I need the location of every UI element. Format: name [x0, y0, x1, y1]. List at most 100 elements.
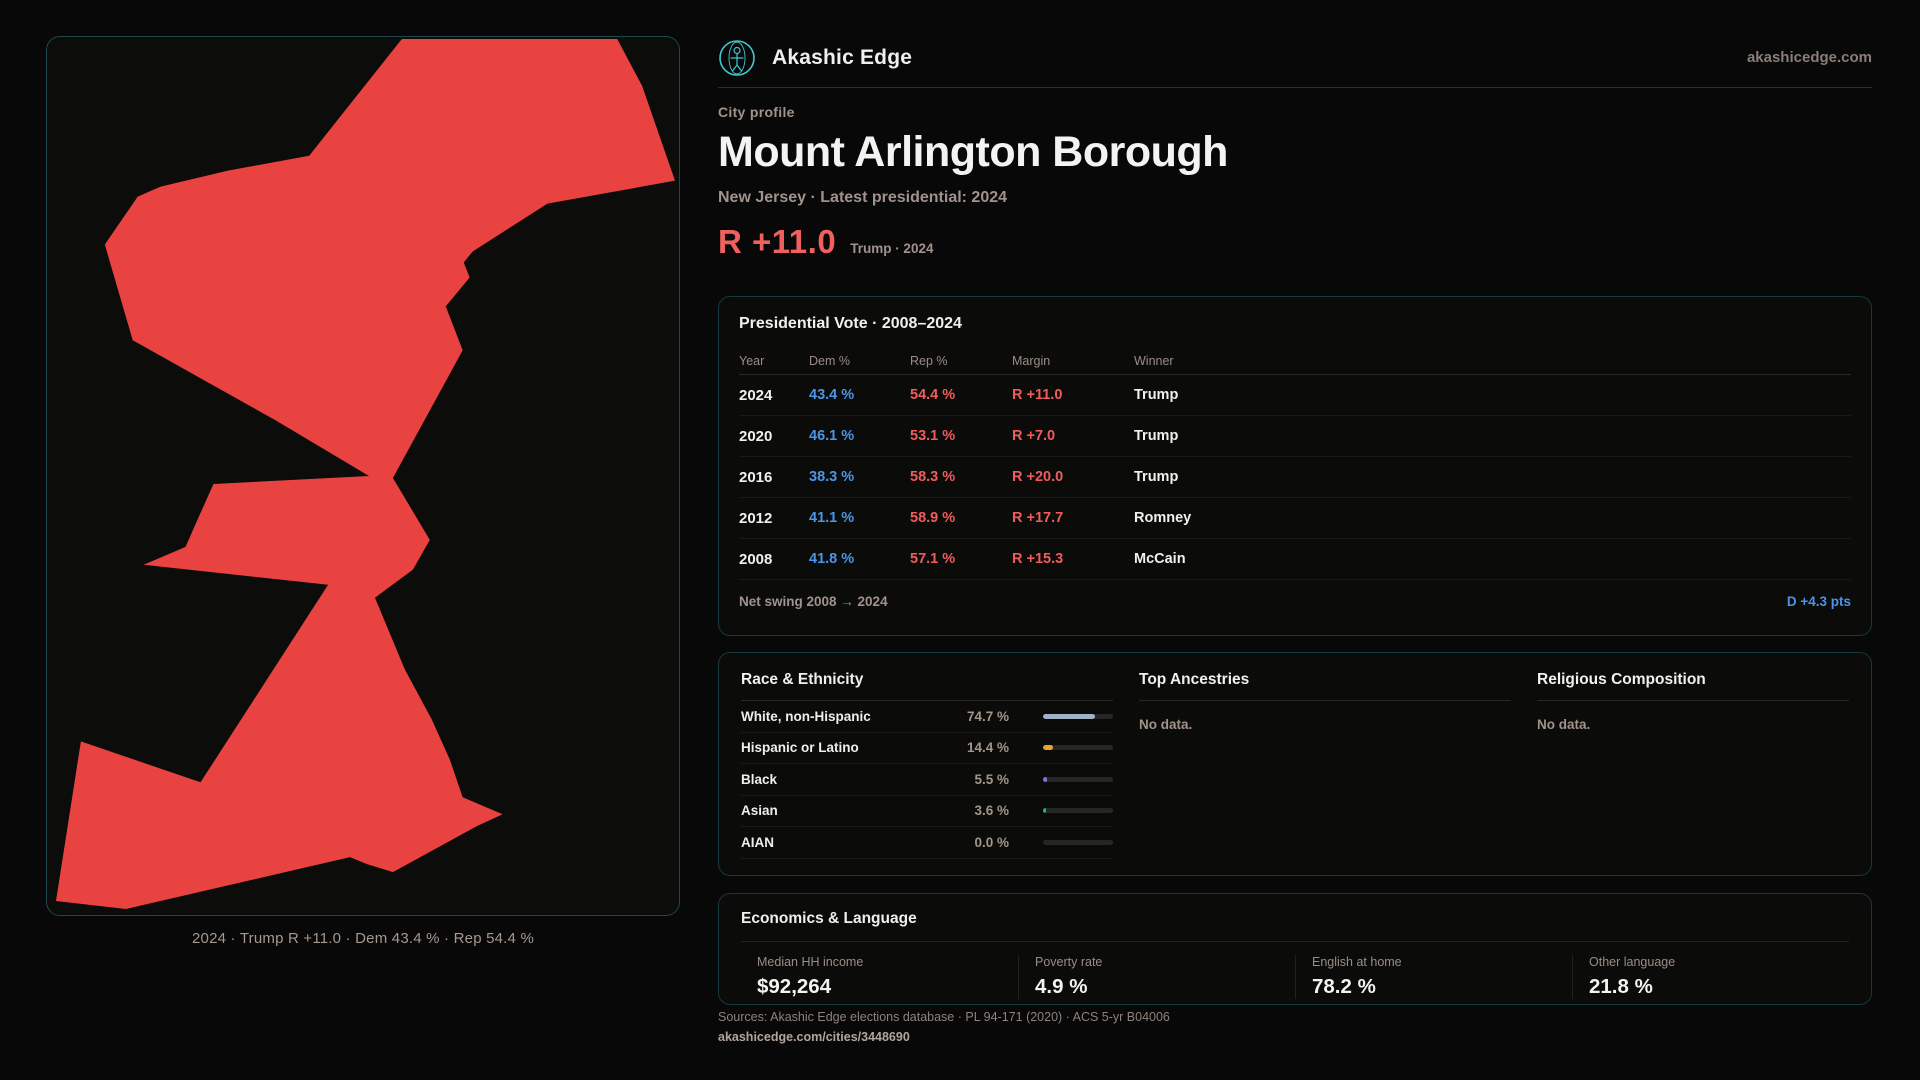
page-title: Mount Arlington Borough [718, 128, 1228, 176]
col-year: Year [739, 354, 765, 368]
race-bar [1043, 776, 1113, 782]
list-item: Black 5.5 % [741, 764, 1113, 796]
cell-year: 2024 [739, 386, 773, 404]
cell-dem: 41.8 % [809, 551, 855, 567]
race-value: 5.5 % [974, 771, 1009, 787]
race-label: White, non-Hispanic [741, 708, 871, 724]
cell-year: 2008 [739, 550, 773, 568]
presidential-vote-card: Presidential Vote · 2008–2024 Year Dem %… [718, 296, 1872, 636]
cell-winner: Romney [1134, 510, 1192, 526]
stat-poverty-rate: Poverty rate 4.9 % [1018, 955, 1295, 999]
religion-empty-state: No data. [1537, 717, 1591, 732]
vote-card-title: Presidential Vote · 2008–2024 [739, 315, 962, 332]
table-row: 2020 46.1 % 53.1 % R +7.0 Trump [739, 416, 1851, 457]
stat-label: Poverty rate [1035, 955, 1103, 969]
stat-other-language: Other language 21.8 % [1572, 955, 1849, 999]
cell-margin: R +20.0 [1012, 469, 1064, 485]
table-row: 2024 43.4 % 54.4 % R +11.0 Trump [739, 375, 1851, 416]
cell-margin: R +11.0 [1012, 387, 1063, 403]
stat-value: 4.9 % [1035, 975, 1088, 998]
brand-logo-icon [719, 39, 755, 76]
race-bar [1043, 745, 1113, 751]
list-item: White, non-Hispanic 74.7 % [741, 701, 1113, 733]
city-subtitle: New Jersey · Latest presidential: 2024 [718, 189, 1008, 206]
divider [741, 941, 1849, 942]
cell-year: 2016 [739, 468, 773, 486]
cell-year: 2020 [739, 427, 773, 445]
race-section-title: Race & Ethnicity [741, 671, 1113, 701]
ancestries-section: Top Ancestries No data. [1139, 671, 1511, 859]
ancestries-empty-state: No data. [1139, 717, 1193, 732]
cell-rep: 57.1 % [910, 551, 956, 567]
race-bar-fill [1043, 745, 1054, 751]
race-value: 74.7 % [966, 708, 1009, 724]
partisan-lean-value: R +11.0 [718, 223, 837, 260]
cell-winner: Trump [1134, 387, 1179, 403]
cell-rep: 54.4 % [910, 387, 956, 403]
race-bar [1043, 808, 1113, 814]
demographics-card: Race & Ethnicity White, non-Hispanic 74.… [718, 652, 1872, 876]
stat-label: Other language [1589, 955, 1676, 969]
stat-english-at-home: English at home 78.2 % [1295, 955, 1572, 999]
net-swing-label: Net swing 2008 → 2024 [739, 594, 888, 609]
race-bar [1043, 839, 1113, 845]
race-label: Black [741, 771, 778, 787]
permalink[interactable]: akashicedge.com/cities/3448690 [718, 1030, 910, 1044]
col-dem: Dem % [809, 354, 850, 368]
race-ethnicity-section: Race & Ethnicity White, non-Hispanic 74.… [741, 671, 1113, 859]
cell-rep: 58.9 % [910, 510, 956, 526]
cell-dem: 38.3 % [809, 469, 855, 485]
app-header: Akashic Edge akashicedge.com [718, 28, 1872, 88]
list-item: Asian 3.6 % [741, 796, 1113, 827]
lean-row: R +11.0 Trump · 2024 [718, 223, 1872, 261]
economics-title: Economics & Language [741, 910, 917, 927]
map-caption: 2024 · Trump R +11.0 · Dem 43.4 % · Rep … [192, 930, 534, 947]
stat-label: Median HH income [757, 955, 864, 969]
race-value: 3.6 % [974, 803, 1009, 819]
kicker-label: City profile [718, 104, 795, 120]
race-bar-fill [1043, 808, 1046, 814]
race-value: 0.0 % [974, 834, 1009, 850]
race-value: 14.4 % [966, 740, 1009, 756]
cell-margin: R +17.7 [1012, 510, 1064, 526]
table-row: 2008 41.8 % 57.1 % R +15.3 McCain [739, 539, 1851, 580]
cell-winner: Trump [1134, 428, 1179, 444]
cell-rep: 58.3 % [910, 469, 956, 485]
cell-dem: 46.1 % [809, 428, 855, 444]
list-item: Hispanic or Latino 14.4 % [741, 733, 1113, 764]
city-hero: City profile Mount Arlington Borough New… [718, 104, 1872, 261]
brand-domain-link[interactable]: akashicedge.com [1746, 49, 1872, 66]
stat-median-hh-income: Median HH income $92,264 [741, 955, 1018, 999]
stat-label: English at home [1312, 955, 1402, 969]
race-label: Hispanic or Latino [741, 740, 859, 756]
list-item: AIAN 0.0 % [741, 827, 1113, 859]
net-swing-value: D +4.3 pts [1786, 594, 1851, 609]
cell-margin: R +15.3 [1012, 551, 1064, 567]
city-map-card [46, 36, 680, 916]
cell-margin: R +7.0 [1012, 428, 1056, 444]
net-swing-row: Net swing 2008 → 2024 D +4.3 pts [739, 594, 1851, 609]
brand-name: Akashic Edge [772, 45, 913, 69]
col-winner: Winner [1134, 354, 1174, 368]
city-boundary-map [55, 38, 676, 910]
race-label: AIAN [741, 834, 774, 850]
cell-rep: 53.1 % [910, 428, 956, 444]
economics-card: Economics & Language Median HH income $9… [718, 893, 1872, 1005]
partisan-lean-note: Trump · 2024 [850, 241, 934, 256]
religion-section-title: Religious Composition [1537, 671, 1849, 701]
cell-dem: 41.1 % [809, 510, 855, 526]
race-bar [1043, 713, 1113, 719]
cell-dem: 43.4 % [809, 387, 855, 403]
economics-stats: Median HH income $92,264 Poverty rate 4.… [719, 955, 1871, 999]
table-row: 2016 38.3 % 58.3 % R +20.0 Trump [739, 457, 1851, 498]
cell-winner: Trump [1134, 469, 1179, 485]
ancestries-section-title: Top Ancestries [1139, 671, 1511, 701]
table-row: 2012 41.1 % 58.9 % R +17.7 Romney [739, 498, 1851, 539]
city-boundary-polygon [55, 38, 676, 910]
stat-value: 21.8 % [1589, 975, 1653, 998]
race-bar-fill [1043, 776, 1047, 782]
cell-year: 2012 [739, 509, 773, 527]
cell-winner: McCain [1134, 551, 1186, 567]
religion-section: Religious Composition No data. [1537, 671, 1849, 859]
